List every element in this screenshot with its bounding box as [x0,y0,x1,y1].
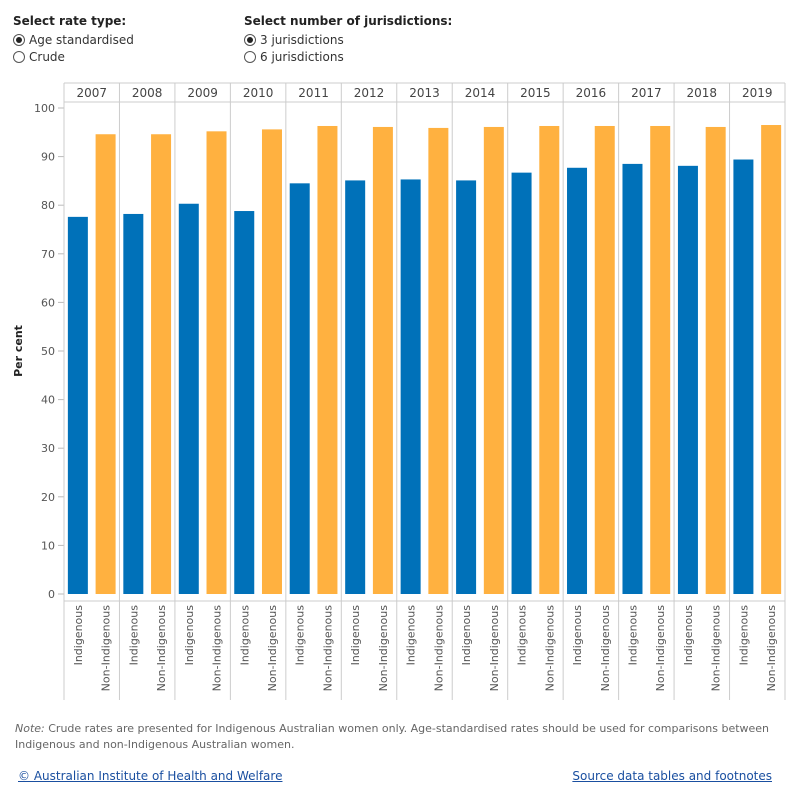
bar-non-indigenous [317,125,338,595]
x-category-label: Non-Indigenous [543,605,556,692]
x-category-label: Indigenous [294,605,307,666]
x-category-label: Indigenous [460,605,473,666]
bar-indigenous [567,167,588,594]
bar-non-indigenous [594,125,615,595]
copyright-link[interactable]: © Australian Institute of Health and Wel… [18,769,283,783]
bar-indigenous [67,216,88,594]
radio-age-standardised[interactable]: Age standardised [13,31,134,48]
year-header-label: 2012 [354,86,385,100]
bar-non-indigenous [372,126,393,594]
y-tick-label: 100 [34,102,55,115]
y-tick-label: 30 [41,442,55,455]
x-category-label: Indigenous [405,605,418,666]
bar-non-indigenous [428,127,449,595]
bar-non-indigenous [705,126,726,594]
x-category-label: Indigenous [737,605,750,666]
bar-non-indigenous [650,125,671,595]
x-category-label: Non-Indigenous [377,605,390,692]
y-tick-label: 80 [41,199,55,212]
radio-button-icon [244,50,256,63]
bar-non-indigenous [261,129,282,594]
bar-indigenous [289,183,310,594]
year-header-label: 2017 [631,86,662,100]
radio-crude[interactable]: Crude [13,48,134,65]
radio-label: 3 jurisdictions [260,32,344,47]
rate-type-control: Select rate type: Age standardised Crude [13,14,134,65]
x-category-label: Indigenous [349,605,362,666]
jurisdictions-title: Select number of jurisdictions: [244,14,453,28]
year-header-label: 2008 [132,86,163,100]
bar-non-indigenous [206,131,227,594]
bar-indigenous [456,180,477,594]
x-category-label: Non-Indigenous [155,605,168,692]
radio-3-jurisdictions[interactable]: 3 jurisdictions [244,31,452,48]
x-category-label: Non-Indigenous [211,605,224,692]
x-category-label: Indigenous [571,605,584,666]
radio-button-icon [13,33,25,46]
radio-button-icon [244,33,256,46]
chart-note: Note: Crude rates are presented for Indi… [15,721,785,753]
x-category-label: Non-Indigenous [599,605,612,692]
x-category-label: Non-Indigenous [710,605,723,692]
y-tick-label: 0 [48,588,55,601]
bar-indigenous [345,180,366,594]
jurisdictions-control: Select number of jurisdictions: 3 jurisd… [244,14,452,65]
y-tick-label: 90 [41,151,55,164]
year-header-label: 2015 [520,86,551,100]
source-data-link[interactable]: Source data tables and footnotes [572,769,772,783]
x-category-label: Indigenous [72,605,85,666]
bar-non-indigenous [761,125,782,594]
bar-indigenous [733,159,754,595]
x-category-label: Indigenous [682,605,695,666]
year-header-label: 2011 [298,86,329,100]
y-tick-label: 20 [41,491,55,504]
x-category-label: Non-Indigenous [765,605,778,692]
bar-chart: Per cent 0 10 20 30 40 50 60 70 80 90 100 2007 Indige… [12,82,786,700]
y-tick-label: 50 [41,345,55,358]
x-category-label: Indigenous [183,605,196,666]
bar-indigenous [178,203,199,594]
y-tick-label: 40 [41,394,55,407]
year-header-label: 2010 [243,86,274,100]
bar-indigenous [234,211,255,595]
year-header-label: 2013 [409,86,440,100]
x-category-label: Non-Indigenous [432,605,445,692]
radio-button-icon [13,50,25,63]
bar-indigenous [400,179,421,594]
bar-non-indigenous [95,134,116,594]
bar-non-indigenous [151,134,172,594]
bar-non-indigenous [483,126,504,594]
year-header-label: 2007 [76,86,107,100]
x-category-label: Indigenous [626,605,639,666]
radio-6-jurisdictions[interactable]: 6 jurisdictions [244,48,452,65]
y-axis-label: Per cent [12,325,25,377]
year-header-label: 2009 [187,86,218,100]
radio-label: 6 jurisdictions [260,49,344,64]
bar-indigenous [511,172,532,594]
radio-label: Crude [29,49,65,64]
year-header-label: 2014 [465,86,496,100]
year-header-label: 2018 [687,86,718,100]
bar-indigenous [677,165,698,595]
bar-indigenous [622,163,643,594]
x-category-label: Non-Indigenous [321,605,334,692]
y-tick-label: 60 [41,296,55,309]
x-category-label: Non-Indigenous [654,605,667,692]
x-category-label: Indigenous [127,605,140,666]
bar-indigenous [123,213,144,594]
year-header-label: 2019 [742,86,773,100]
radio-label: Age standardised [29,32,134,47]
x-category-label: Indigenous [238,605,251,666]
x-category-label: Non-Indigenous [488,605,501,692]
x-category-label: Non-Indigenous [266,605,279,692]
x-category-label: Indigenous [516,605,529,666]
y-tick-label: 70 [41,248,55,261]
note-label: Note: [15,722,45,735]
year-header-label: 2016 [576,86,607,100]
x-category-label: Non-Indigenous [100,605,113,692]
note-text: Crude rates are presented for Indigenous… [15,722,770,751]
bar-non-indigenous [539,125,560,595]
rate-type-title: Select rate type: [13,14,127,28]
y-tick-label: 10 [41,539,55,552]
